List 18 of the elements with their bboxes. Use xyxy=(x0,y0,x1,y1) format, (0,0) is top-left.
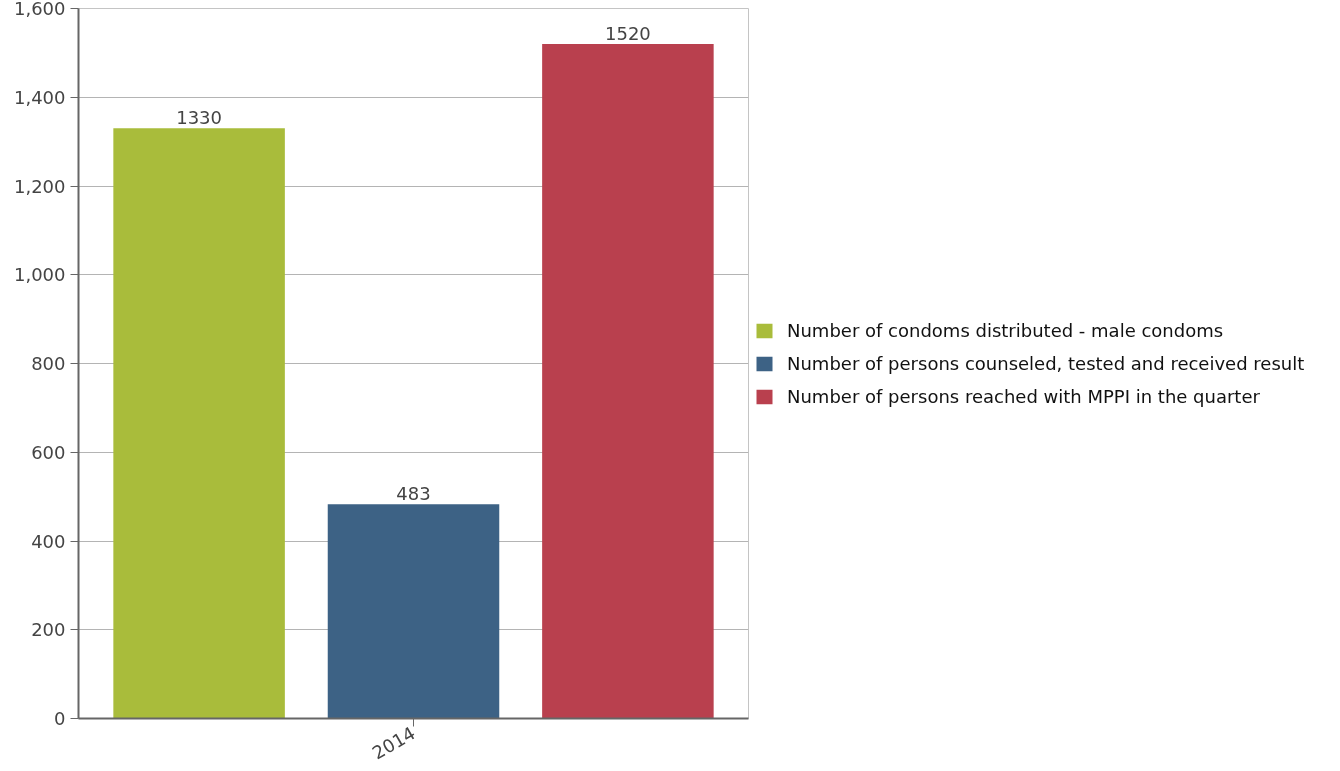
y-tick-label: 1,200 xyxy=(13,175,66,197)
legend-label: Number of persons reached with MPPI in the quarter xyxy=(787,385,1260,407)
bar xyxy=(327,504,500,719)
y-tick-label: 200 xyxy=(31,619,66,641)
legend-label: Number of persons counseled, tested and received result xyxy=(787,352,1305,374)
bar xyxy=(113,128,285,719)
y-tick-label: 0 xyxy=(54,708,66,729)
legend-label: Number of condoms distributed - male condoms xyxy=(787,319,1224,341)
data-label: 1520 xyxy=(605,23,651,44)
y-tick-label: 400 xyxy=(31,530,66,552)
y-tick-label: 1,400 xyxy=(13,86,66,108)
y-tick-label: 1,600 xyxy=(13,0,66,19)
y-tick-label: 800 xyxy=(31,353,66,374)
bar xyxy=(542,44,714,719)
data-label: 1330 xyxy=(176,107,223,129)
y-tick-label: 1,000 xyxy=(13,264,66,286)
data-label: 483 xyxy=(396,483,431,505)
y-tick-label: 600 xyxy=(31,441,66,463)
